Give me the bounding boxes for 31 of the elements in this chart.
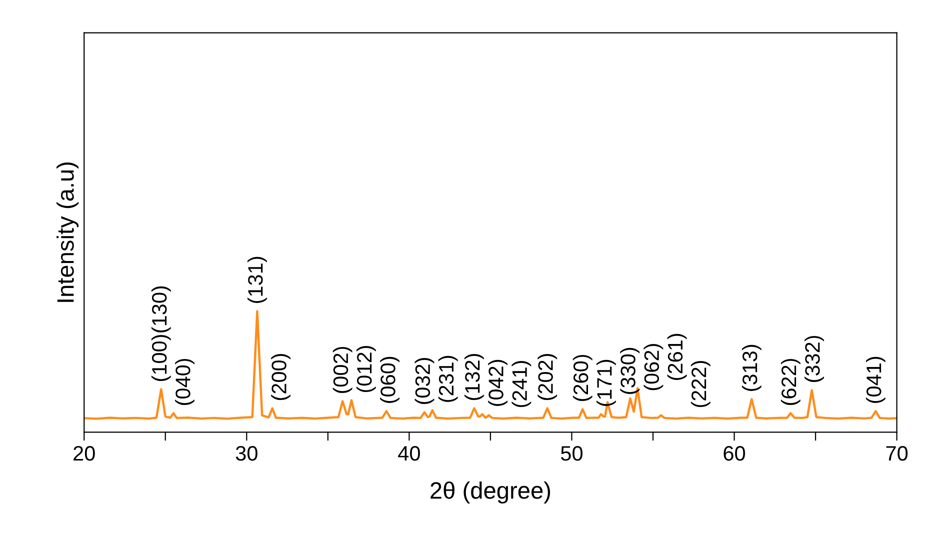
annotation: (241) <box>512 361 532 408</box>
annotation: (202) <box>538 354 558 400</box>
annotation: (062) <box>644 344 664 390</box>
x-tick-label: 70 <box>886 446 908 461</box>
annotation: (260) <box>572 354 592 401</box>
x-tick-label: 20 <box>74 446 95 461</box>
annotation: (622) <box>780 358 800 405</box>
annotation: (330) <box>620 348 640 394</box>
annotation: (040) <box>175 358 194 405</box>
annotation: (171) <box>596 360 616 406</box>
annotation: (313) <box>742 344 762 391</box>
annotation: (012) <box>356 346 376 392</box>
x-axis-title: 2θ (degree) <box>430 482 550 504</box>
x-tick-label: 60 <box>724 446 746 461</box>
x-tick-label: 40 <box>398 446 420 461</box>
annotation: (261) <box>667 334 687 380</box>
x-tick-label: 50 <box>560 446 582 461</box>
annotation: (002) <box>332 346 352 394</box>
annotation: (132) <box>464 354 484 400</box>
annotation: (200) <box>271 354 291 400</box>
annotation: (222) <box>690 361 710 408</box>
annotation: (041) <box>866 356 886 403</box>
annotation: (332) <box>804 336 824 382</box>
annotation: (042) <box>488 360 508 406</box>
annotation: (231) <box>438 356 458 402</box>
annotation: (060) <box>380 356 400 403</box>
y-axis-title: Intensity (a.u) <box>56 162 79 302</box>
annotation: (032) <box>414 358 434 404</box>
x-tick-label: 30 <box>236 446 258 461</box>
annotation: (131) <box>248 256 267 303</box>
annotation: (100)(130) <box>151 286 171 382</box>
